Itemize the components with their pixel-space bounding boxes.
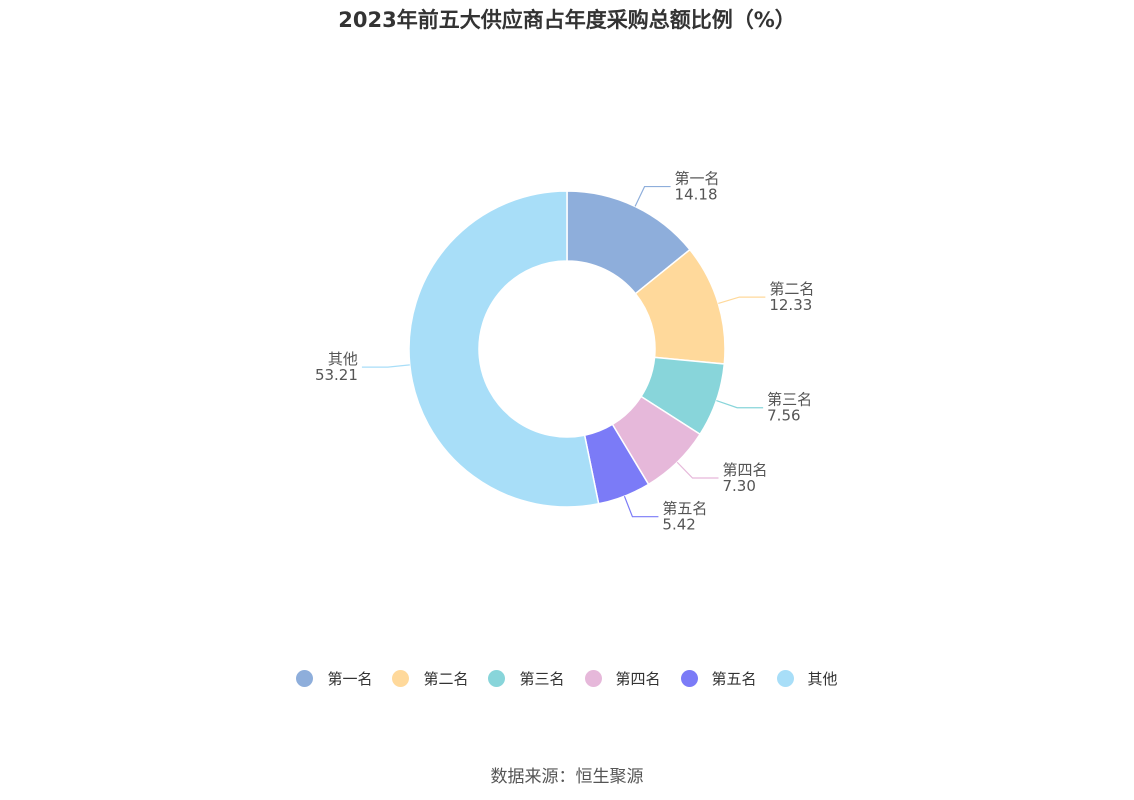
- legend-item-6[interactable]: 其他: [776, 668, 838, 689]
- slice-value-6: 53.21: [315, 366, 358, 384]
- legend-swatch-1: [296, 670, 314, 687]
- legend-item-3[interactable]: 第三名: [488, 668, 565, 689]
- slice-value-1: 14.18: [675, 186, 718, 204]
- legend-swatch-6: [776, 670, 794, 687]
- legend-label-1: 第一名: [327, 670, 373, 688]
- legend-label-4: 第四名: [615, 670, 661, 688]
- slice-value-4: 7.30: [723, 477, 756, 495]
- legend-label-2: 第二名: [423, 670, 469, 688]
- source-note: 数据来源：恒生聚源: [490, 767, 644, 787]
- legend-item-2[interactable]: 第二名: [392, 668, 468, 689]
- legend-item-5[interactable]: 第五名: [680, 668, 757, 689]
- legend-label-6: 其他: [807, 670, 838, 688]
- slice-label-6: 其他: [328, 350, 358, 368]
- legend-item-4[interactable]: 第四名: [584, 668, 661, 689]
- legend-swatch-4: [584, 670, 602, 687]
- slice-value-5: 5.42: [662, 516, 695, 534]
- legend-swatch-2: [392, 670, 410, 687]
- legend-swatch-5: [680, 670, 698, 687]
- slice-6[interactable]: [408, 190, 600, 508]
- leader-line-6: [361, 364, 410, 368]
- legend-label-5: 第五名: [711, 670, 757, 688]
- slice-label-3: 第三名: [767, 391, 812, 409]
- legend-swatch-3: [488, 670, 506, 687]
- legend-label-3: 第三名: [519, 670, 565, 688]
- leader-line-2: [718, 296, 766, 305]
- leader-line-5: [623, 495, 659, 518]
- chart-title: 2023年前五大供应商占年度采购总额比例（%）: [338, 8, 796, 32]
- slice-label-4: 第四名: [723, 461, 768, 479]
- slice-value-2: 12.33: [769, 296, 812, 314]
- slice-label-2: 第二名: [769, 280, 814, 298]
- leader-line-3: [716, 399, 764, 409]
- leader-line-4: [676, 461, 719, 479]
- leader-line-1: [634, 185, 671, 207]
- slice-value-3: 7.56: [767, 407, 800, 425]
- legend: 第一名 第二名 第三名 第四名 第五名 其他: [0, 668, 1134, 689]
- slices-layer: [408, 190, 726, 508]
- slice-label-5: 第五名: [662, 500, 707, 518]
- legend-item-1[interactable]: 第一名: [296, 668, 372, 689]
- slice-label-1: 第一名: [675, 170, 720, 188]
